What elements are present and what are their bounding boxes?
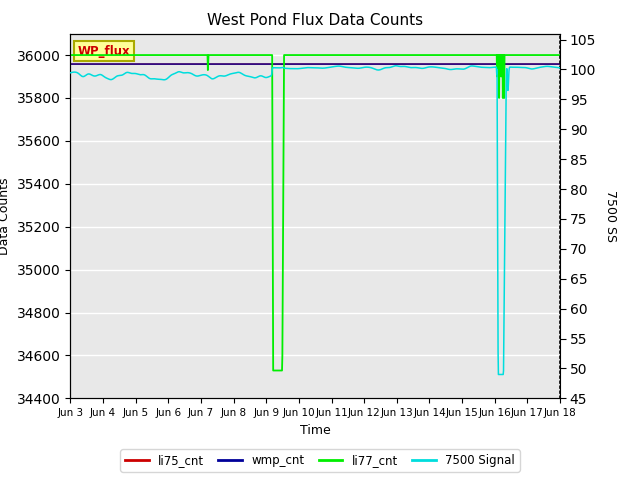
Title: West Pond Flux Data Counts: West Pond Flux Data Counts bbox=[207, 13, 423, 28]
Y-axis label: Data Counts: Data Counts bbox=[0, 177, 12, 255]
Text: WP_flux: WP_flux bbox=[77, 45, 131, 58]
Y-axis label: 7500 SS: 7500 SS bbox=[604, 190, 617, 242]
X-axis label: Time: Time bbox=[300, 424, 331, 437]
Legend: li75_cnt, wmp_cnt, li77_cnt, 7500 Signal: li75_cnt, wmp_cnt, li77_cnt, 7500 Signal bbox=[120, 449, 520, 472]
